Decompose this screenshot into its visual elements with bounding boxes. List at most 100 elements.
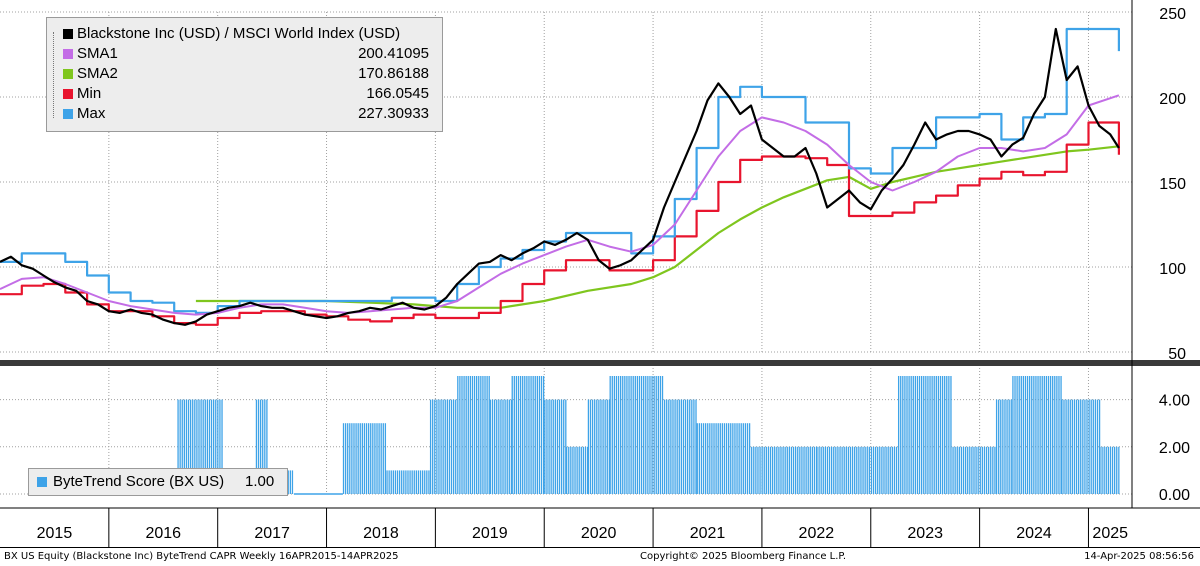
bytetrend-bar-54 <box>287 470 289 494</box>
bytetrend-bar-12 <box>202 399 204 494</box>
legend-label-max: Max <box>77 105 106 122</box>
bytetrend-bar-240 <box>715 423 717 494</box>
bytetrend-bar-304 <box>847 446 850 494</box>
bytetrend-bar-242 <box>719 423 721 494</box>
bytetrend-bar-380 <box>1006 399 1008 494</box>
bytetrend-bar-126 <box>484 376 486 494</box>
bytetrend-bar-163 <box>558 399 561 494</box>
bytetrend-bar-201 <box>634 376 636 494</box>
bytetrend-bar-110 <box>450 399 453 494</box>
bytetrend-bar-403 <box>1054 376 1056 494</box>
bytetrend-bar-428 <box>1103 446 1105 494</box>
bytetrend-bar-128 <box>488 376 490 494</box>
bytetrend-bar-41 <box>262 399 264 494</box>
bytetrend-bar-88 <box>405 470 407 494</box>
bytetrend-bar-366 <box>977 446 979 494</box>
bytetrend-bar-172 <box>576 446 578 494</box>
bytetrend-bar-152 <box>536 376 538 494</box>
bytetrend-bar-266 <box>769 446 772 494</box>
bytetrend-bar-161 <box>554 399 556 494</box>
bytetrend-bar-255 <box>746 423 749 494</box>
bytetrend-bar-153 <box>538 376 541 494</box>
bytetrend-bar-90 <box>409 470 411 494</box>
upper-legend: Blackstone Inc (USD) / MSCI World Index … <box>46 17 443 132</box>
lower-tick-label-1: 2.00 <box>1159 440 1190 457</box>
bytetrend-bar-16 <box>210 399 213 494</box>
bytetrend-bar-324 <box>889 446 891 494</box>
upper-tick-label-3: 200 <box>1159 91 1186 108</box>
bytetrend-bar-402 <box>1052 376 1054 494</box>
bytetrend-bar-96 <box>421 470 424 494</box>
bytetrend-bar-61 <box>349 423 351 494</box>
bytetrend-bar-391 <box>1029 376 1031 494</box>
bytetrend-bar-339 <box>921 376 923 494</box>
bytetrend-bar-258 <box>753 446 755 494</box>
bytetrend-bar-273 <box>784 446 786 494</box>
bytetrend-bar-236 <box>707 423 709 494</box>
bytetrend-bar-105 <box>440 399 442 494</box>
bytetrend-bar-299 <box>837 446 839 494</box>
bytetrend-bar-164 <box>560 399 563 494</box>
upper-tick-label-0: 50 <box>1168 346 1186 363</box>
bytetrend-bar-73 <box>374 423 376 494</box>
bytetrend-bar-326 <box>893 446 896 494</box>
bytetrend-bar-285 <box>809 446 811 494</box>
bytetrend-bar-350 <box>944 376 946 494</box>
bytetrend-bar-245 <box>725 423 728 494</box>
bytetrend-bar-17 <box>213 399 215 494</box>
bytetrend-bar-367 <box>979 446 981 494</box>
bytetrend-bar-388 <box>1022 376 1025 494</box>
bytetrend-bar-319 <box>879 446 881 494</box>
bytetrend-bar-237 <box>709 423 711 494</box>
bytetrend-bar-122 <box>475 376 478 494</box>
bytetrend-bar-15 <box>208 399 211 494</box>
bytetrend-bar-170 <box>572 446 574 494</box>
bytetrend-bar-358 <box>960 446 963 494</box>
bytetrend-bar-296 <box>830 446 833 494</box>
bytetrend-bar-282 <box>803 446 805 494</box>
bytetrend-bar-406 <box>1060 376 1062 494</box>
bytetrend-bar-364 <box>973 446 975 494</box>
bytetrend-bar-103 <box>436 399 438 494</box>
bytetrend-bar-276 <box>790 446 793 494</box>
bytetrend-bar-177 <box>586 446 589 494</box>
bytetrend-bar-13 <box>204 399 206 494</box>
bytetrend-bar-357 <box>958 446 960 494</box>
bytetrend-bar-422 <box>1092 399 1094 494</box>
legend-row-max: Max 227.30933 <box>59 105 439 124</box>
bytetrend-bar-67 <box>361 423 364 494</box>
bytetrend-bar-244 <box>723 423 726 494</box>
upper-tick-label-4: 250 <box>1159 6 1186 23</box>
bytetrend-bar-390 <box>1026 376 1029 494</box>
bytetrend-bar-63 <box>353 423 355 494</box>
bytetrend-bar-21 <box>221 399 223 494</box>
bytetrend-bar-4 <box>185 399 188 494</box>
bytetrend-bar-217 <box>668 399 670 494</box>
bytetrend-bar-66 <box>359 423 361 494</box>
bytetrend-bar-221 <box>676 399 678 494</box>
bytetrend-bar-371 <box>987 446 990 494</box>
legend-label-bytetrend: ByteTrend Score (BX US) <box>53 473 225 490</box>
bytetrend-bar-431 <box>1109 446 1112 494</box>
legend-value-max: 227.30933 <box>358 105 429 122</box>
bytetrend-bar-40 <box>259 399 262 494</box>
bytetrend-bar-157 <box>546 399 548 494</box>
bytetrend-bar-360 <box>964 446 967 494</box>
bytetrend-bar-5 <box>187 399 190 494</box>
bytetrend-bar-162 <box>556 399 559 494</box>
bytetrend-bar-38 <box>255 399 258 494</box>
bytetrend-bar-182 <box>596 399 598 494</box>
bytetrend-bar-68 <box>363 423 366 494</box>
bytetrend-bar-387 <box>1020 376 1022 494</box>
lower-tick-label-2: 4.00 <box>1159 393 1190 410</box>
bytetrend-bar-351 <box>946 376 948 494</box>
bytetrend-bar-8 <box>194 399 196 494</box>
bytetrend-bar-131 <box>493 399 496 494</box>
bytetrend-bar-42 <box>264 399 266 494</box>
bytetrend-bar-430 <box>1107 446 1110 494</box>
bytetrend-bar-283 <box>805 446 807 494</box>
bytetrend-bar-277 <box>792 446 795 494</box>
bytetrend-bar-322 <box>885 446 887 494</box>
bytetrend-bar-385 <box>1016 376 1018 494</box>
bytetrend-bar-249 <box>734 423 736 494</box>
